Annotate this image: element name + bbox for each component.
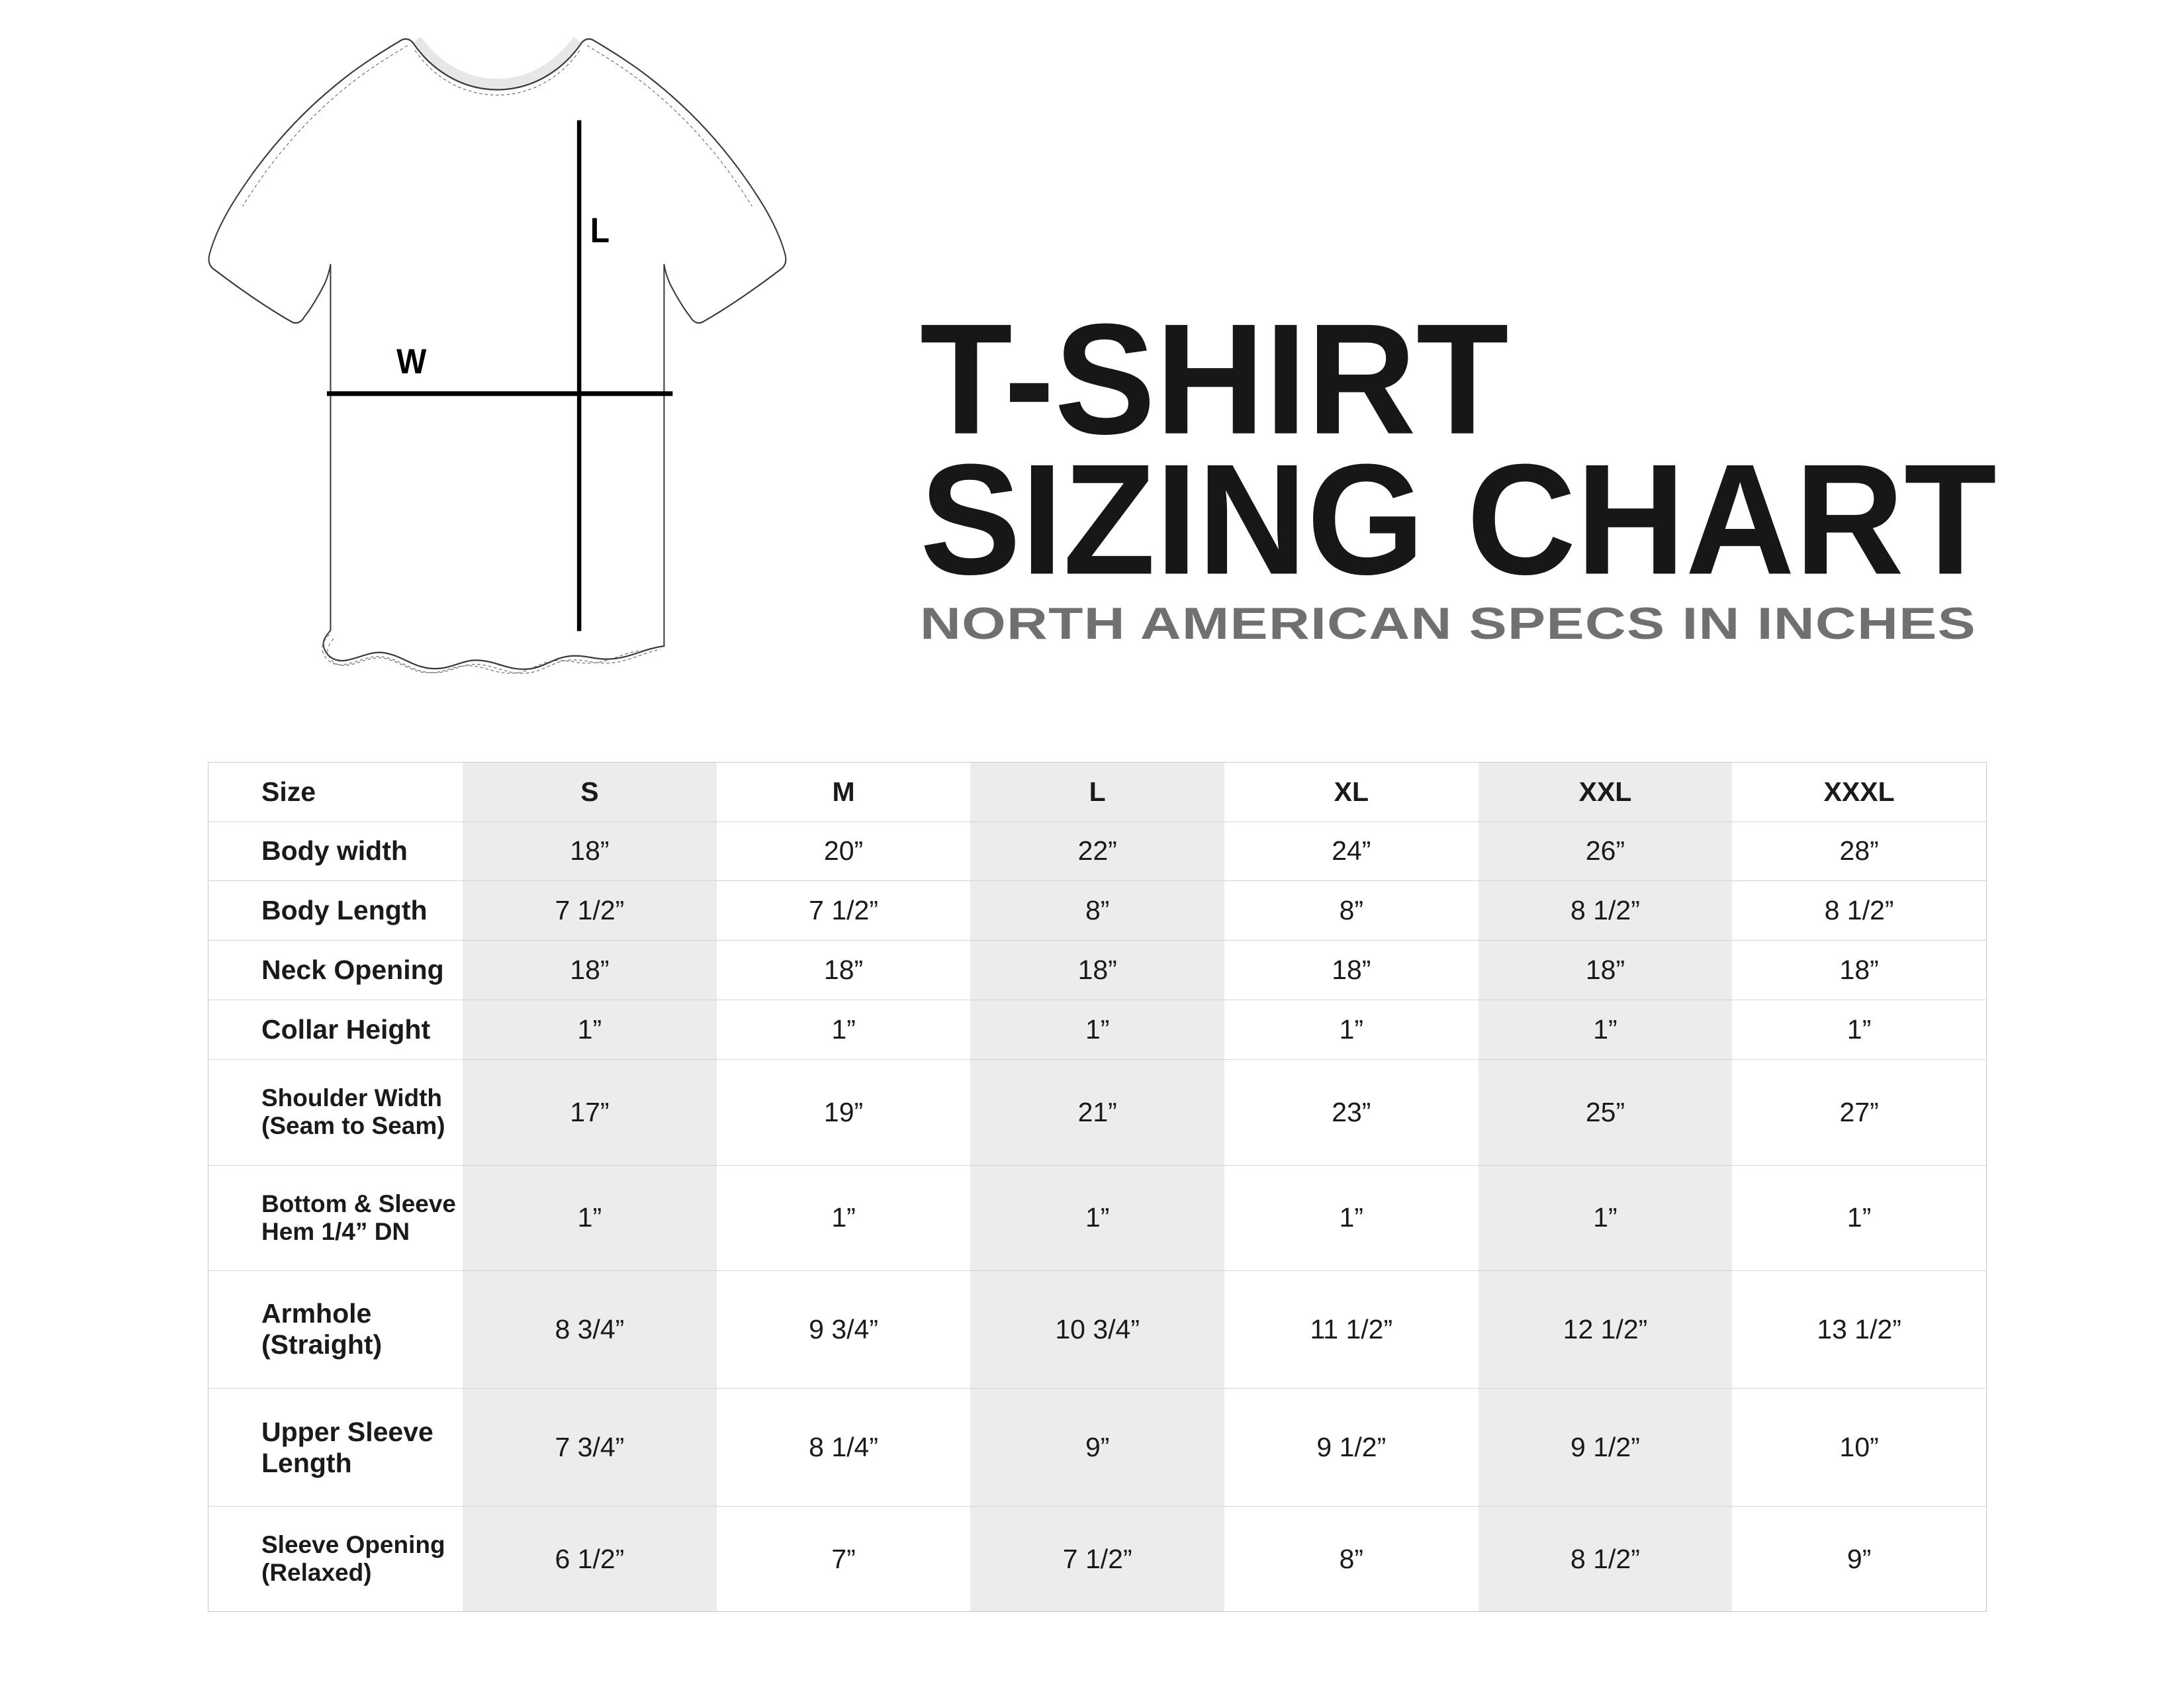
svg-text:L: L (590, 211, 610, 250)
svg-text:W: W (396, 342, 426, 381)
